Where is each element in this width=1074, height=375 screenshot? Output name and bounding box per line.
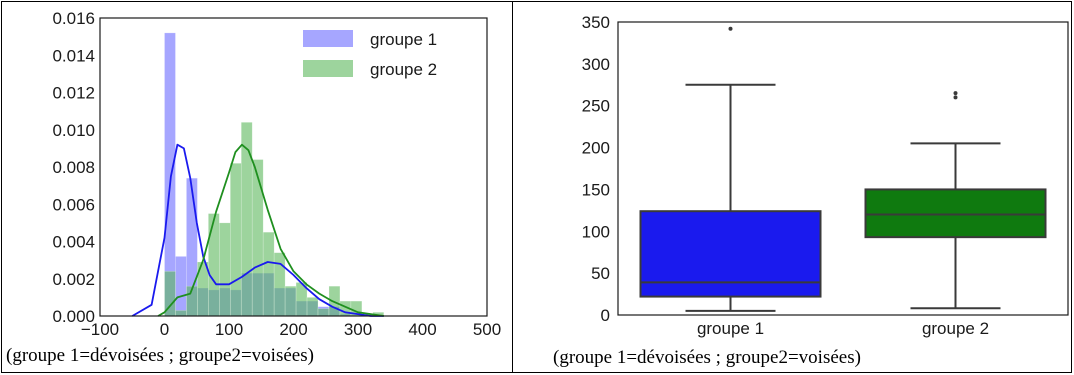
hist-bar-groupe-2-9 [262,231,275,317]
legend-swatch-0 [303,30,353,47]
hist-bar-groupe-2-11 [284,285,297,317]
left-caption: (groupe 1=dévoisées ; groupe2=voisées) [6,345,314,366]
y-tick-label-0: 0 [601,306,610,325]
boxplot-chart: groupe 1 groupe 2 0 50 100 150 200 250 300 350 [582,13,1069,338]
x-tick-label-1: 0 [160,320,169,339]
hist-bar-groupe-2-14 [317,308,330,317]
box-groupe-1 [639,210,822,298]
hist-bar-groupe-1-1 [175,256,187,317]
kde-line-groupe-2 [157,143,384,317]
axes-frame [99,17,488,317]
y-tick-label-6: 0.012 [52,84,95,103]
y-tick-label-8: 0.016 [52,9,95,28]
hist-bar-groupe-2-8 [251,159,264,317]
outlier-groupe-2-0 [953,95,958,100]
hist-bar-groupe-2-4 [208,213,220,317]
legend-label-0: groupe 1 [370,30,437,49]
panel-divider [512,1,513,373]
hist-bar-groupe-2-10 [273,252,286,317]
y-tick-label-5: 0.010 [52,121,95,140]
y-tick-label-4: 0.008 [52,158,95,177]
legend-label-1: groupe 2 [370,60,437,79]
x-tick-label-5: 400 [408,320,436,339]
outlier-groupe-1-0 [728,26,733,31]
x-tick-label-4: 300 [344,320,372,339]
y-tick-label-7: 0.014 [52,46,95,65]
right-caption: (groupe 1=dévoisées ; groupe2=voisées) [553,347,861,368]
y-tick-label-2: 100 [582,222,610,241]
legend-swatch-1 [303,60,353,77]
y-tick-label-1: 0.002 [52,270,95,289]
outlier-groupe-2-1 [953,91,958,96]
hist-bar-groupe-2-1 [175,310,187,317]
y-tick-label-6: 300 [582,55,610,74]
y-tick-label-1: 50 [591,264,610,283]
hist-bar-groupe-2-5 [219,222,231,317]
x-tick-label-2: 100 [215,320,243,339]
y-tick-label-3: 150 [582,180,610,199]
y-tick-label-7: 350 [582,13,610,32]
y-tick-label-3: 0.006 [52,195,95,214]
y-tick-label-5: 250 [582,97,610,116]
x-tick-label-0: −100 [81,320,119,339]
histogram-chart: 0.000 0.002 0.004 0.006 0.008 0.010 0.012 0.014… [52,9,501,339]
x-tick-label-6: 500 [473,320,501,339]
hist-bar-groupe-2-13 [306,297,319,317]
y-tick-label-2: 0.004 [52,233,95,252]
y-tick-label-4: 200 [582,139,610,158]
x-tick-label-0: groupe 1 [697,319,764,338]
hist-bar-groupe-2-6 [229,162,242,317]
box-groupe-2 [864,188,1047,239]
x-tick-label-3: 200 [279,320,307,339]
x-tick-label-1: groupe 2 [922,319,989,338]
kde-line-groupe-1 [131,143,384,317]
y-tick-label-0: 0.000 [52,307,95,326]
hist-bar-groupe-2-7 [240,122,253,317]
